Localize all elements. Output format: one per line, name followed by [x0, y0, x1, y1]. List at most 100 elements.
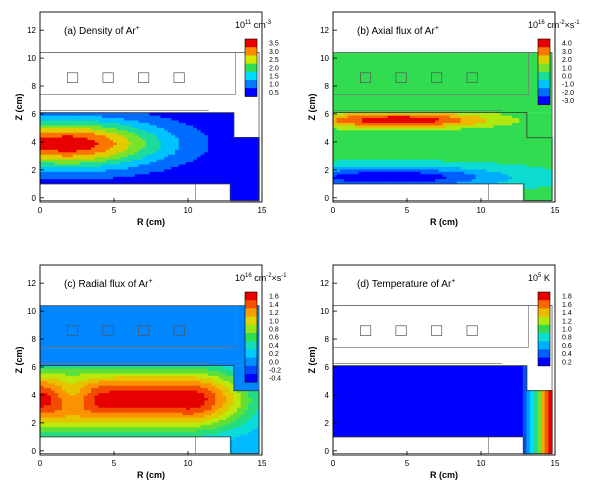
x-tick-label: 5 [112, 206, 117, 215]
colorbar: 4.03.02.01.00.0-1.0-2.0-3.0 [538, 39, 574, 105]
field-cell [208, 366, 212, 369]
x-tick-label: 5 [405, 206, 410, 215]
field-cell [380, 113, 384, 116]
field-cell [106, 366, 110, 369]
colorbar-segment [538, 88, 550, 97]
colorbar-label-part: 10 [235, 20, 245, 30]
field-cell [109, 113, 113, 116]
field-cell [186, 366, 190, 369]
field-cell [475, 113, 479, 116]
field-cell [128, 113, 132, 116]
field-cell [219, 113, 223, 116]
colorbar-segment [245, 55, 257, 64]
field-cell [373, 113, 377, 116]
colorbar-segment [538, 47, 550, 56]
colorbar-segment [538, 55, 550, 64]
field-cell [204, 113, 208, 116]
x-axis-label: R (cm) [137, 217, 165, 227]
field-cell [44, 113, 48, 116]
field-cell [519, 113, 523, 116]
field-cell [95, 113, 99, 116]
y-tick-label: 8 [32, 82, 37, 91]
colorbar-label-part: -1 [574, 20, 580, 26]
field-cell [226, 113, 230, 116]
colorbar-segment [538, 96, 550, 105]
x-tick-label: 10 [184, 206, 193, 215]
field-cell [212, 366, 216, 369]
field-cell [55, 113, 59, 116]
field-cell [417, 113, 421, 116]
field-cell [73, 113, 77, 116]
field-cell [337, 113, 341, 116]
field-cell [197, 113, 201, 116]
y-tick-label: 10 [27, 54, 36, 63]
field-cell [406, 113, 410, 116]
field-cell [139, 366, 143, 369]
field-cell [120, 366, 124, 369]
field-cell [87, 113, 91, 116]
field-cell [201, 113, 205, 116]
colorbar-tick-label: 3.5 [269, 41, 279, 48]
field-cell [366, 113, 370, 116]
colorbar-tick-label: 1.0 [562, 65, 572, 72]
field-cell [135, 113, 139, 116]
colorbar-label-part: cm [545, 20, 560, 30]
field-cell [91, 366, 95, 369]
colorbar-label-part: cm [251, 20, 266, 30]
field-cell [193, 366, 197, 369]
field-cell [523, 113, 527, 116]
field-cell [351, 113, 355, 116]
field-cell [446, 113, 450, 116]
field-cell [164, 366, 168, 369]
field-cell [171, 113, 175, 116]
colorbar-tick-label: 2.0 [269, 65, 279, 72]
y-tick-label: 0 [325, 194, 330, 203]
field-cell [490, 113, 494, 116]
y-tick-label: 12 [27, 26, 36, 35]
field-cell [175, 113, 179, 116]
colorbar-label-part: -3 [266, 20, 272, 26]
field-cell [146, 113, 150, 116]
colorbar-tick-label: -2.0 [562, 90, 574, 97]
field-cell [117, 366, 121, 369]
panel-title: (b) Axial flux of Ar+ [357, 25, 439, 37]
field-cell [44, 366, 48, 369]
field-cell [348, 113, 352, 116]
field-cell [486, 113, 490, 116]
field-cell [439, 113, 443, 116]
field-cell [87, 366, 91, 369]
field-cell [505, 113, 509, 116]
field-cell [340, 113, 344, 116]
field-cell [157, 113, 161, 116]
field-cell [131, 366, 135, 369]
field-cell [131, 113, 135, 116]
field-cell [168, 113, 172, 116]
field-cell [69, 366, 73, 369]
colorbar-tick-label: 3.0 [562, 49, 572, 56]
colorbar-tick-label: 3.0 [269, 49, 279, 56]
colorbar-label: 1016 cm-2×s-1 [528, 20, 580, 30]
field-cell [435, 113, 439, 116]
field-cell [55, 366, 59, 369]
field-cell [453, 113, 457, 116]
field-cell [212, 113, 216, 116]
x-tick-label: 0 [331, 206, 336, 215]
y-tick-label: 2 [32, 166, 37, 175]
field-cell [91, 113, 95, 116]
y-tick-label: 12 [320, 26, 329, 35]
field-cell [135, 366, 139, 369]
field-cell [47, 366, 51, 369]
field-cell [113, 366, 117, 369]
y-tick-label: 4 [325, 138, 330, 147]
y-tick-label: 2 [325, 166, 330, 175]
field-cell [62, 366, 66, 369]
field-cell [128, 366, 132, 369]
field-cell [204, 366, 208, 369]
y-axis-label: Z (cm) [307, 93, 317, 120]
field-cell [66, 366, 70, 369]
field-cell [402, 113, 406, 116]
field-cell [384, 113, 388, 116]
